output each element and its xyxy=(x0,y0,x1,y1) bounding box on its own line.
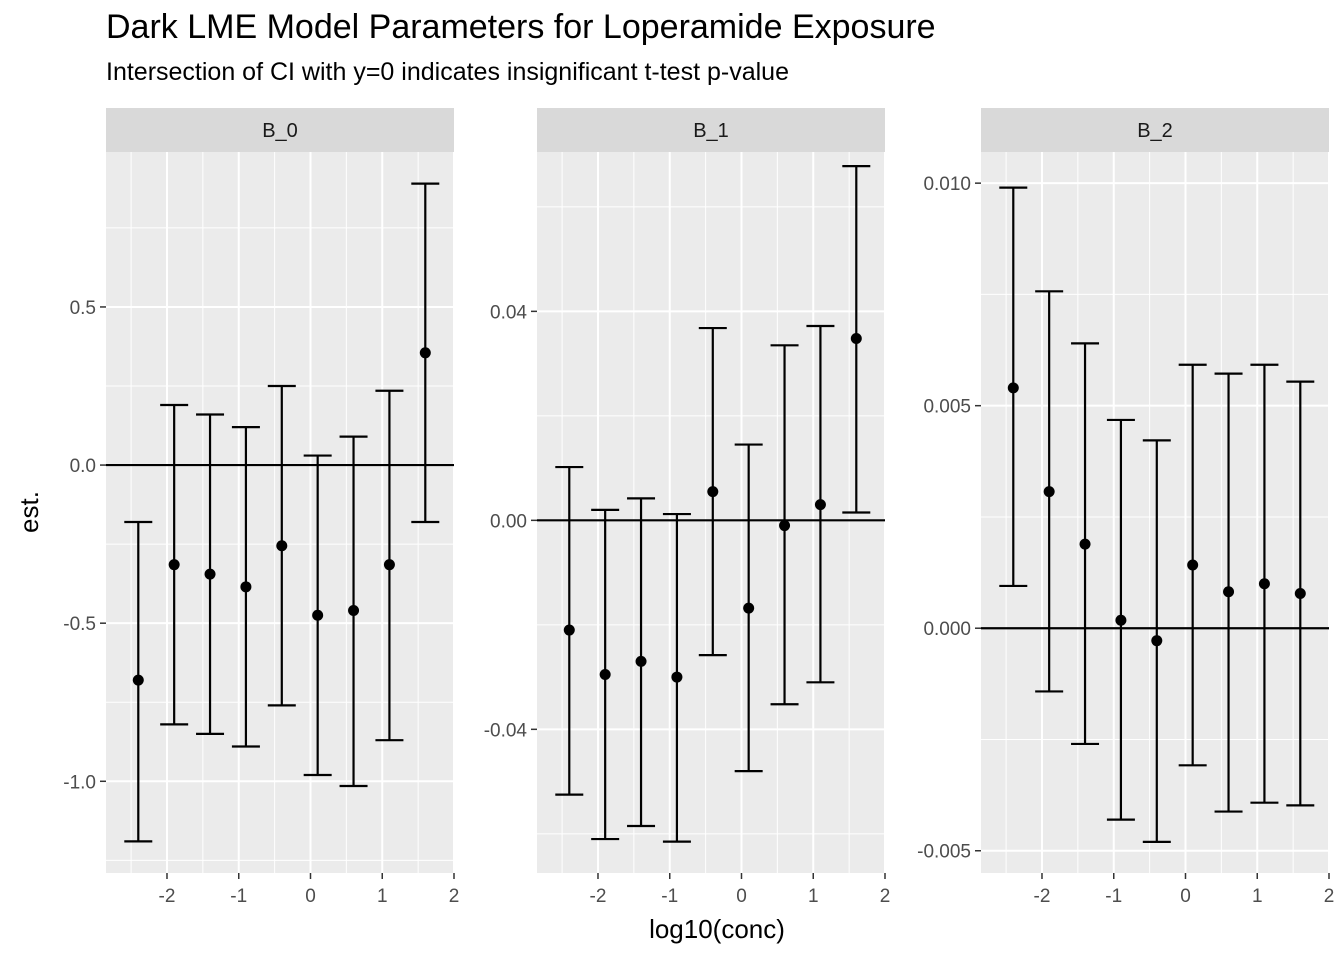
error-bar xyxy=(770,344,799,706)
y-tick-label: 0.5 xyxy=(70,298,96,319)
y-tick-label: -0.04 xyxy=(484,720,528,741)
facet-panels: B_0 -1.0 -0.5 0.0 0.5 -2 -1 0 1 2 B_1 -0.04 0.00 0.04… xyxy=(63,108,1334,907)
error-bar xyxy=(375,389,404,742)
x-tick-label: 1 xyxy=(1252,886,1263,907)
estimate-point xyxy=(168,559,180,571)
x-tick-label: -1 xyxy=(1105,886,1122,907)
x-tick-label: 2 xyxy=(449,886,460,907)
error-bar xyxy=(231,426,260,748)
error-bar xyxy=(1071,342,1100,746)
estimate-point xyxy=(1223,586,1235,598)
estimate-point xyxy=(204,568,216,580)
error-bar xyxy=(591,508,620,841)
estimate-point xyxy=(1294,588,1306,600)
error-bar xyxy=(1142,439,1171,843)
x-tick-label: 0 xyxy=(305,886,316,907)
y-tick-label: 0.00 xyxy=(490,511,527,532)
y-axis-title: est. xyxy=(14,491,44,533)
estimate-point xyxy=(240,581,252,593)
x-tick-label: 1 xyxy=(808,886,819,907)
panel-background xyxy=(981,152,1329,873)
facet-strip-label: B_0 xyxy=(262,120,298,142)
estimate-point xyxy=(743,602,755,614)
error-bar xyxy=(411,182,440,524)
y-tick-label: 0.04 xyxy=(490,302,527,323)
estimate-point xyxy=(671,671,683,683)
error-bar xyxy=(1035,290,1064,693)
facet-strip xyxy=(106,108,454,152)
error-bar xyxy=(303,454,332,777)
estimate-point xyxy=(1007,382,1019,394)
estimate-point xyxy=(312,609,324,621)
error-bar xyxy=(698,326,727,657)
estimate-point xyxy=(1187,559,1199,571)
estimate-point xyxy=(1115,614,1127,626)
estimate-point xyxy=(779,520,791,532)
panel-background xyxy=(537,152,885,873)
estimate-point xyxy=(419,347,431,359)
x-axis-title: log10(conc) xyxy=(649,914,785,944)
x-tick-label: 0 xyxy=(1180,886,1191,907)
x-tick-label: -2 xyxy=(1034,886,1051,907)
x-tick-label: -2 xyxy=(159,886,176,907)
error-bar xyxy=(842,165,871,514)
chart-title: Dark LME Model Parameters for Loperamide… xyxy=(106,8,936,46)
error-bar xyxy=(662,512,691,843)
estimate-point xyxy=(563,624,575,636)
x-tick-label: 1 xyxy=(377,886,388,907)
estimate-point xyxy=(348,605,360,617)
y-tick-label: -0.005 xyxy=(917,842,971,863)
estimate-point xyxy=(850,333,862,345)
estimate-point xyxy=(1151,635,1163,647)
error-bar xyxy=(1250,363,1279,804)
facet-panel-b-1: B_1 -0.04 0.00 0.04 -2 -1 0 1 2 xyxy=(484,108,891,907)
estimate-point xyxy=(1043,486,1055,498)
estimate-point xyxy=(599,668,611,680)
estimate-point xyxy=(383,559,395,571)
y-tick-label: 0.010 xyxy=(923,174,971,195)
facet-panel-b-2: B_2 -0.005 0.000 0.005 0.010 -2 -1 0 1 2 xyxy=(917,108,1334,907)
error-bar xyxy=(1214,372,1243,813)
x-tick-label: -2 xyxy=(590,886,607,907)
y-tick-label: 0.000 xyxy=(923,619,971,640)
error-bar xyxy=(339,435,368,788)
y-tick-label: 0.0 xyxy=(70,456,96,477)
estimate-point xyxy=(814,499,826,511)
error-bar xyxy=(196,413,225,735)
error-bar xyxy=(806,324,835,684)
chart-subtitle: Intersection of CI with y=0 indicates in… xyxy=(106,58,789,86)
estimate-point xyxy=(707,486,719,498)
error-bar xyxy=(734,443,763,773)
x-tick-label: 2 xyxy=(1324,886,1335,907)
error-bar xyxy=(160,403,189,726)
y-tick-label: -0.5 xyxy=(63,614,96,635)
facet-strip-label: B_2 xyxy=(1137,120,1173,142)
facet-panel-b-0: B_0 -1.0 -0.5 0.0 0.5 -2 -1 0 1 2 xyxy=(63,108,459,907)
x-tick-label: -1 xyxy=(230,886,247,907)
facet-strip-label: B_1 xyxy=(693,120,729,142)
error-bar xyxy=(1286,380,1315,807)
error-bar xyxy=(627,497,656,828)
facet-strip xyxy=(537,108,885,152)
error-bar xyxy=(1106,418,1135,821)
estimate-point xyxy=(1258,578,1270,590)
error-bar xyxy=(1178,363,1207,767)
estimate-point xyxy=(635,655,647,667)
y-tick-label: -1.0 xyxy=(63,772,96,793)
x-tick-label: 2 xyxy=(880,886,891,907)
estimate-point xyxy=(276,540,288,552)
error-bar xyxy=(267,384,296,707)
error-bar xyxy=(555,465,584,796)
estimate-point xyxy=(1079,538,1091,550)
y-tick-label: 0.005 xyxy=(923,397,971,418)
error-bar xyxy=(999,186,1028,588)
error-bar xyxy=(124,520,153,843)
x-tick-label: 0 xyxy=(736,886,747,907)
facet-strip xyxy=(981,108,1329,152)
panel-background xyxy=(106,152,454,873)
estimate-point xyxy=(132,674,144,686)
x-tick-label: -1 xyxy=(661,886,678,907)
